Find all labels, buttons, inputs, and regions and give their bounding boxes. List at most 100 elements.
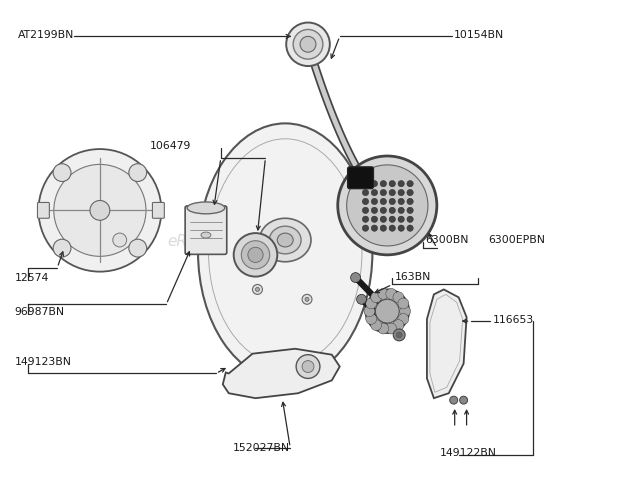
FancyBboxPatch shape [348,167,373,189]
Text: 149122BN: 149122BN [440,448,497,457]
FancyBboxPatch shape [37,202,50,218]
Circle shape [54,164,146,256]
Circle shape [356,294,366,304]
Circle shape [378,288,389,299]
Circle shape [450,396,458,404]
Ellipse shape [198,123,373,381]
Circle shape [398,298,409,309]
Circle shape [234,233,277,277]
Circle shape [375,299,399,323]
Circle shape [407,207,414,213]
Circle shape [389,216,396,223]
Text: eReplacementParts.com: eReplacementParts.com [167,234,354,249]
Circle shape [129,239,147,257]
Circle shape [393,292,404,303]
Circle shape [407,225,414,231]
Circle shape [398,207,404,213]
Text: 149123BN: 149123BN [15,356,72,367]
Circle shape [398,189,404,196]
Circle shape [362,225,369,231]
Text: 152027BN: 152027BN [232,442,290,453]
Circle shape [380,181,386,187]
FancyBboxPatch shape [185,206,227,255]
Circle shape [398,216,404,223]
Circle shape [389,207,396,213]
Circle shape [407,216,414,223]
Circle shape [389,181,396,187]
Circle shape [371,207,378,213]
Ellipse shape [201,232,211,238]
Text: 10154BN: 10154BN [454,30,504,41]
Text: 6300BN: 6300BN [425,235,469,245]
Circle shape [386,323,397,334]
Circle shape [393,329,405,341]
Circle shape [362,199,369,205]
Circle shape [459,396,467,404]
Circle shape [53,164,71,182]
Ellipse shape [293,29,323,59]
Circle shape [364,306,375,317]
Circle shape [389,225,396,231]
Circle shape [305,298,309,301]
Text: 96987BN: 96987BN [15,307,65,317]
Circle shape [362,207,369,213]
Circle shape [393,320,404,330]
Circle shape [90,200,110,220]
Circle shape [113,233,126,247]
Circle shape [386,288,397,299]
Circle shape [362,189,369,196]
Circle shape [351,272,361,283]
Circle shape [371,225,378,231]
Circle shape [362,216,369,223]
Ellipse shape [300,36,316,52]
Circle shape [380,216,386,223]
Ellipse shape [269,226,301,254]
Circle shape [378,323,389,334]
Circle shape [366,313,377,325]
Circle shape [407,199,414,205]
Circle shape [241,241,270,269]
Circle shape [255,287,259,291]
Circle shape [389,199,396,205]
Circle shape [398,181,404,187]
Circle shape [380,225,386,231]
Ellipse shape [286,23,330,66]
Circle shape [302,361,314,372]
Circle shape [371,189,378,196]
FancyBboxPatch shape [153,202,164,218]
Text: 12574: 12574 [15,272,49,283]
Circle shape [53,239,71,257]
Polygon shape [223,349,340,398]
Circle shape [398,313,409,325]
Circle shape [129,164,147,182]
Circle shape [398,225,404,231]
Polygon shape [427,289,467,398]
Ellipse shape [259,218,311,262]
Circle shape [38,149,161,271]
Circle shape [389,189,396,196]
Text: 6300EPBN: 6300EPBN [489,235,546,245]
Circle shape [347,165,428,246]
Circle shape [248,247,263,262]
Circle shape [302,294,312,304]
Text: 116653: 116653 [492,315,534,325]
Ellipse shape [277,233,293,247]
Circle shape [371,292,382,303]
Circle shape [371,320,382,330]
Circle shape [366,298,377,309]
Circle shape [371,199,378,205]
Text: 163BN: 163BN [395,271,432,282]
Circle shape [407,189,414,196]
Circle shape [362,181,369,187]
Circle shape [380,199,386,205]
Circle shape [296,355,320,378]
Circle shape [366,289,409,333]
Circle shape [398,199,404,205]
Circle shape [380,189,386,196]
Text: AT2199BN: AT2199BN [17,30,74,41]
Circle shape [407,181,414,187]
Circle shape [400,306,410,317]
Circle shape [371,181,378,187]
Circle shape [380,207,386,213]
Ellipse shape [187,202,225,214]
